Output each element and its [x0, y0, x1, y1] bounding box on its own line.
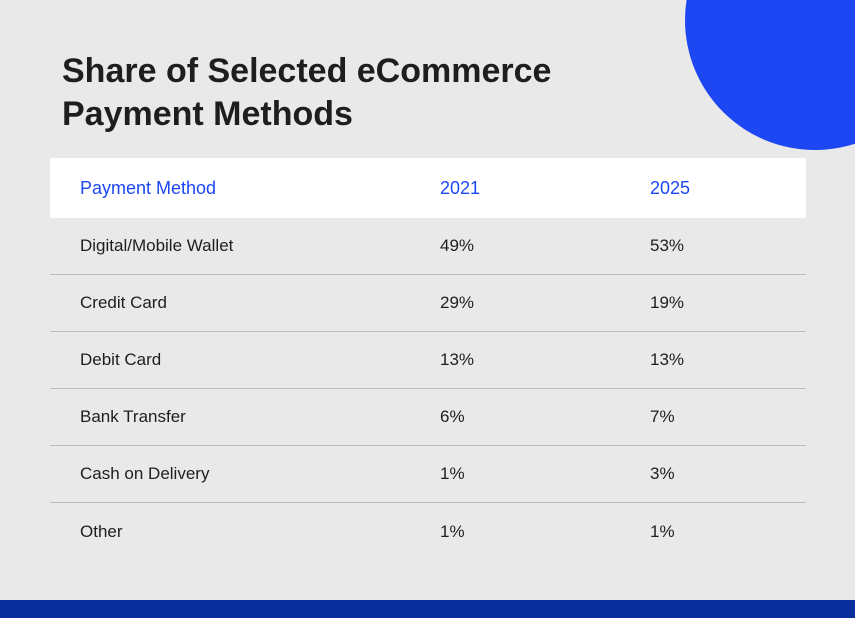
page-title: Share of Selected eCommerce Payment Meth…	[62, 50, 682, 135]
infographic-canvas: Share of Selected eCommerce Payment Meth…	[0, 0, 855, 618]
table-row: Digital/Mobile Wallet49%53%	[50, 218, 806, 275]
table-header-method: Payment Method	[80, 178, 440, 199]
table-header-2021: 2021	[440, 178, 650, 199]
table-body: Digital/Mobile Wallet49%53%Credit Card29…	[50, 218, 806, 560]
cell-method: Credit Card	[80, 293, 440, 313]
cell-2025: 13%	[650, 350, 806, 370]
cell-2021: 29%	[440, 293, 650, 313]
cell-method: Debit Card	[80, 350, 440, 370]
cell-2021: 13%	[440, 350, 650, 370]
decor-bottom-bar	[0, 600, 855, 618]
cell-method: Other	[80, 522, 440, 542]
cell-2025: 3%	[650, 464, 806, 484]
table-row: Bank Transfer6%7%	[50, 389, 806, 446]
cell-2021: 6%	[440, 407, 650, 427]
cell-2025: 7%	[650, 407, 806, 427]
cell-method: Digital/Mobile Wallet	[80, 236, 440, 256]
cell-2025: 19%	[650, 293, 806, 313]
table-header-row: Payment Method 2021 2025	[50, 158, 806, 218]
cell-2021: 1%	[440, 464, 650, 484]
cell-2021: 1%	[440, 522, 650, 542]
cell-method: Cash on Delivery	[80, 464, 440, 484]
table-header-2025: 2025	[650, 178, 806, 199]
cell-2025: 53%	[650, 236, 806, 256]
table-row: Debit Card13%13%	[50, 332, 806, 389]
table-row: Cash on Delivery1%3%	[50, 446, 806, 503]
cell-2025: 1%	[650, 522, 806, 542]
cell-2021: 49%	[440, 236, 650, 256]
cell-method: Bank Transfer	[80, 407, 440, 427]
payment-methods-table: Payment Method 2021 2025 Digital/Mobile …	[50, 158, 806, 560]
decor-corner-circle	[685, 0, 855, 150]
table-row: Credit Card29%19%	[50, 275, 806, 332]
table-row: Other1%1%	[50, 503, 806, 560]
